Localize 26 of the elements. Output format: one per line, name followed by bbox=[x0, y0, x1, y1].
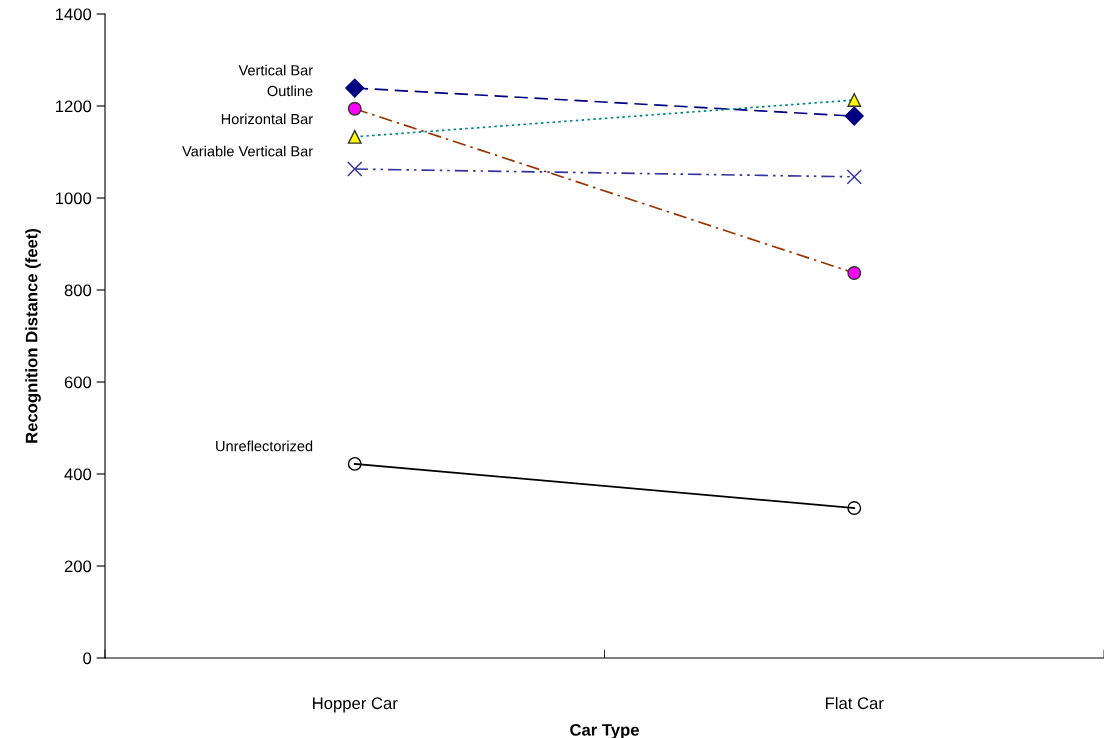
point bbox=[347, 161, 363, 177]
text: Variable Vertical Bar bbox=[182, 145, 313, 157]
point bbox=[847, 501, 862, 515]
point bbox=[345, 78, 365, 98]
point bbox=[847, 266, 862, 280]
text: Unreflectorized bbox=[216, 440, 313, 452]
y-tick-label: 1000 bbox=[56, 192, 92, 205]
text: Vertical Bar bbox=[238, 64, 313, 76]
point bbox=[347, 101, 362, 116]
point bbox=[844, 106, 864, 126]
text: Outline bbox=[267, 85, 313, 97]
text: Horizontal Bar bbox=[221, 113, 313, 125]
point bbox=[347, 456, 362, 471]
y-axis-title: Recognition Distance (feet) bbox=[25, 228, 41, 443]
x-tick-label: Flat Car bbox=[825, 696, 884, 710]
y-tick-label: 800 bbox=[64, 284, 92, 297]
point bbox=[347, 129, 362, 144]
y-tick-label: 200 bbox=[64, 560, 92, 573]
x-tick-label: Hopper Car bbox=[313, 697, 398, 713]
y-tick-label: 400 bbox=[64, 468, 92, 481]
y-tick-label: 1400 bbox=[56, 8, 92, 21]
y-tick-label: 600 bbox=[64, 376, 92, 389]
point bbox=[847, 93, 862, 107]
y-tick-label: 1200 bbox=[56, 100, 92, 113]
y-tick-label: 0 bbox=[83, 652, 92, 665]
point bbox=[846, 169, 862, 185]
